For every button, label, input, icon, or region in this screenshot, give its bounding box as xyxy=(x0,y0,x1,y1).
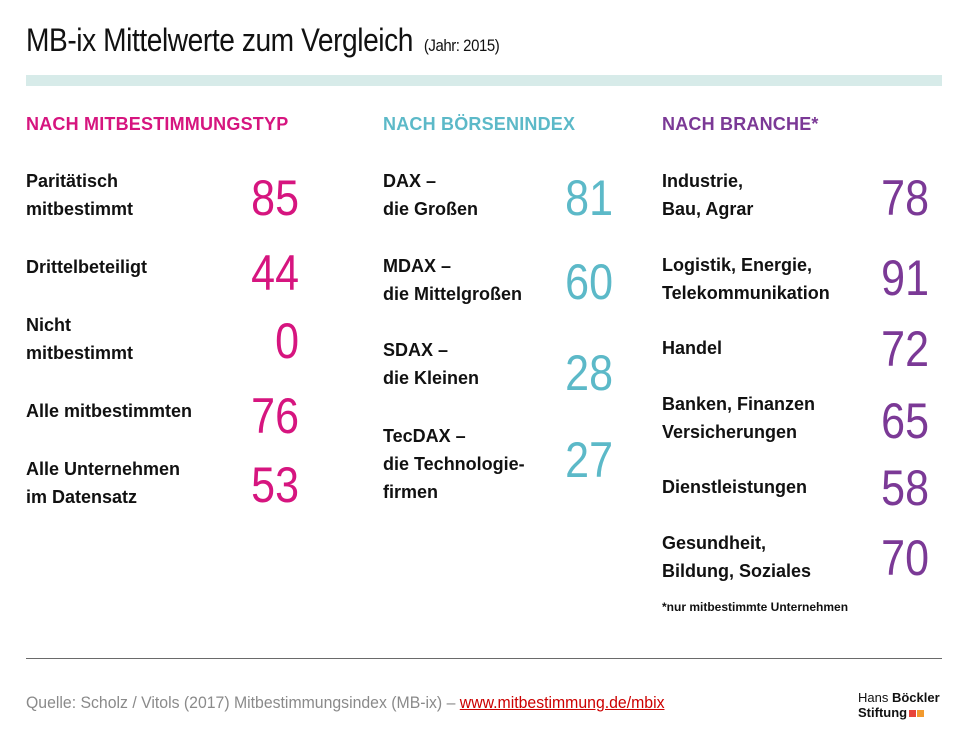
row-value: 78 xyxy=(881,170,929,226)
row-label: Logistik, Energie, Telekommunikation xyxy=(662,255,830,303)
page-title: MB-ix Mittelwerte zum Vergleich (Jahr: 2… xyxy=(26,22,500,59)
row-value: 76 xyxy=(251,388,299,444)
row-value: 28 xyxy=(565,345,613,401)
row-label: TecDAX – die Technologie-firmen xyxy=(383,426,525,502)
page-title-text: MB-ix Mittelwerte zum Vergleich xyxy=(26,22,413,58)
logo-square-icon xyxy=(909,710,917,717)
row-value: 65 xyxy=(881,393,929,449)
row-label: SDAX – die Kleinen xyxy=(383,340,480,388)
source-line: Quelle: Scholz / Vitols (2017) Mitbestim… xyxy=(26,693,664,713)
row-value: 72 xyxy=(881,321,929,377)
column-boersenindex: NACH BÖRSENINDEX DAX – die Großen 81 MDAX… xyxy=(383,114,623,502)
row-value: 44 xyxy=(251,245,299,301)
row-value: 27 xyxy=(565,432,613,488)
row-label: Gesundheit, Bildung, Soziales xyxy=(662,533,812,581)
row-value: 85 xyxy=(251,170,299,226)
row-label: Nicht mitbestimmt xyxy=(26,315,134,363)
row-label: MDAX – die Mittelgroßen xyxy=(383,256,522,304)
foundation-logo: Hans Böckler Stiftung xyxy=(858,690,940,720)
row-value: 53 xyxy=(251,457,299,513)
row-label: Paritätisch mitbestimmt xyxy=(26,171,134,219)
row-label: Drittelbeteiligt xyxy=(26,257,148,277)
column-heading: NACH BRANCHE* xyxy=(662,114,819,134)
column-branche: NACH BRANCHE* Industrie, Bau, Agrar 78 Lo… xyxy=(662,114,932,583)
row-value: 58 xyxy=(881,460,929,516)
row-label: Alle Unternehmen im Datensatz xyxy=(26,459,181,507)
source-text: Quelle: Scholz / Vitols (2017) Mitbestim… xyxy=(26,693,460,712)
column-heading: NACH BÖRSENINDEX xyxy=(383,114,576,134)
column-heading: NACH MITBESTIMMUNGSTYP xyxy=(26,114,289,134)
row-value: 70 xyxy=(881,530,929,586)
row-label: DAX – die Großen xyxy=(383,171,479,219)
row-value: 91 xyxy=(881,250,929,306)
row-label: Handel xyxy=(662,338,723,358)
row-value: 0 xyxy=(275,313,299,369)
footer-divider xyxy=(26,658,942,659)
row-label: Industrie, Bau, Agrar xyxy=(662,171,754,219)
row-value: 81 xyxy=(565,170,613,226)
header-band xyxy=(26,75,942,86)
column-mitbestimmungstyp: NACH MITBESTIMMUNGSTYP Paritätisch mitbes… xyxy=(26,114,301,510)
row-label: Banken, Finanzen Versicherungen xyxy=(662,394,816,442)
page-subtitle: (Jahr: 2015) xyxy=(423,36,500,55)
footnote: *nur mitbestimmte Unternehmen xyxy=(662,600,849,614)
row-value: 60 xyxy=(565,254,613,310)
row-label: Dienstleistungen xyxy=(662,477,808,497)
row-label: Alle mitbestimmten xyxy=(26,401,193,421)
source-link[interactable]: www.mitbestimmung.de/mbix xyxy=(459,693,665,712)
logo-square-icon xyxy=(917,710,925,717)
